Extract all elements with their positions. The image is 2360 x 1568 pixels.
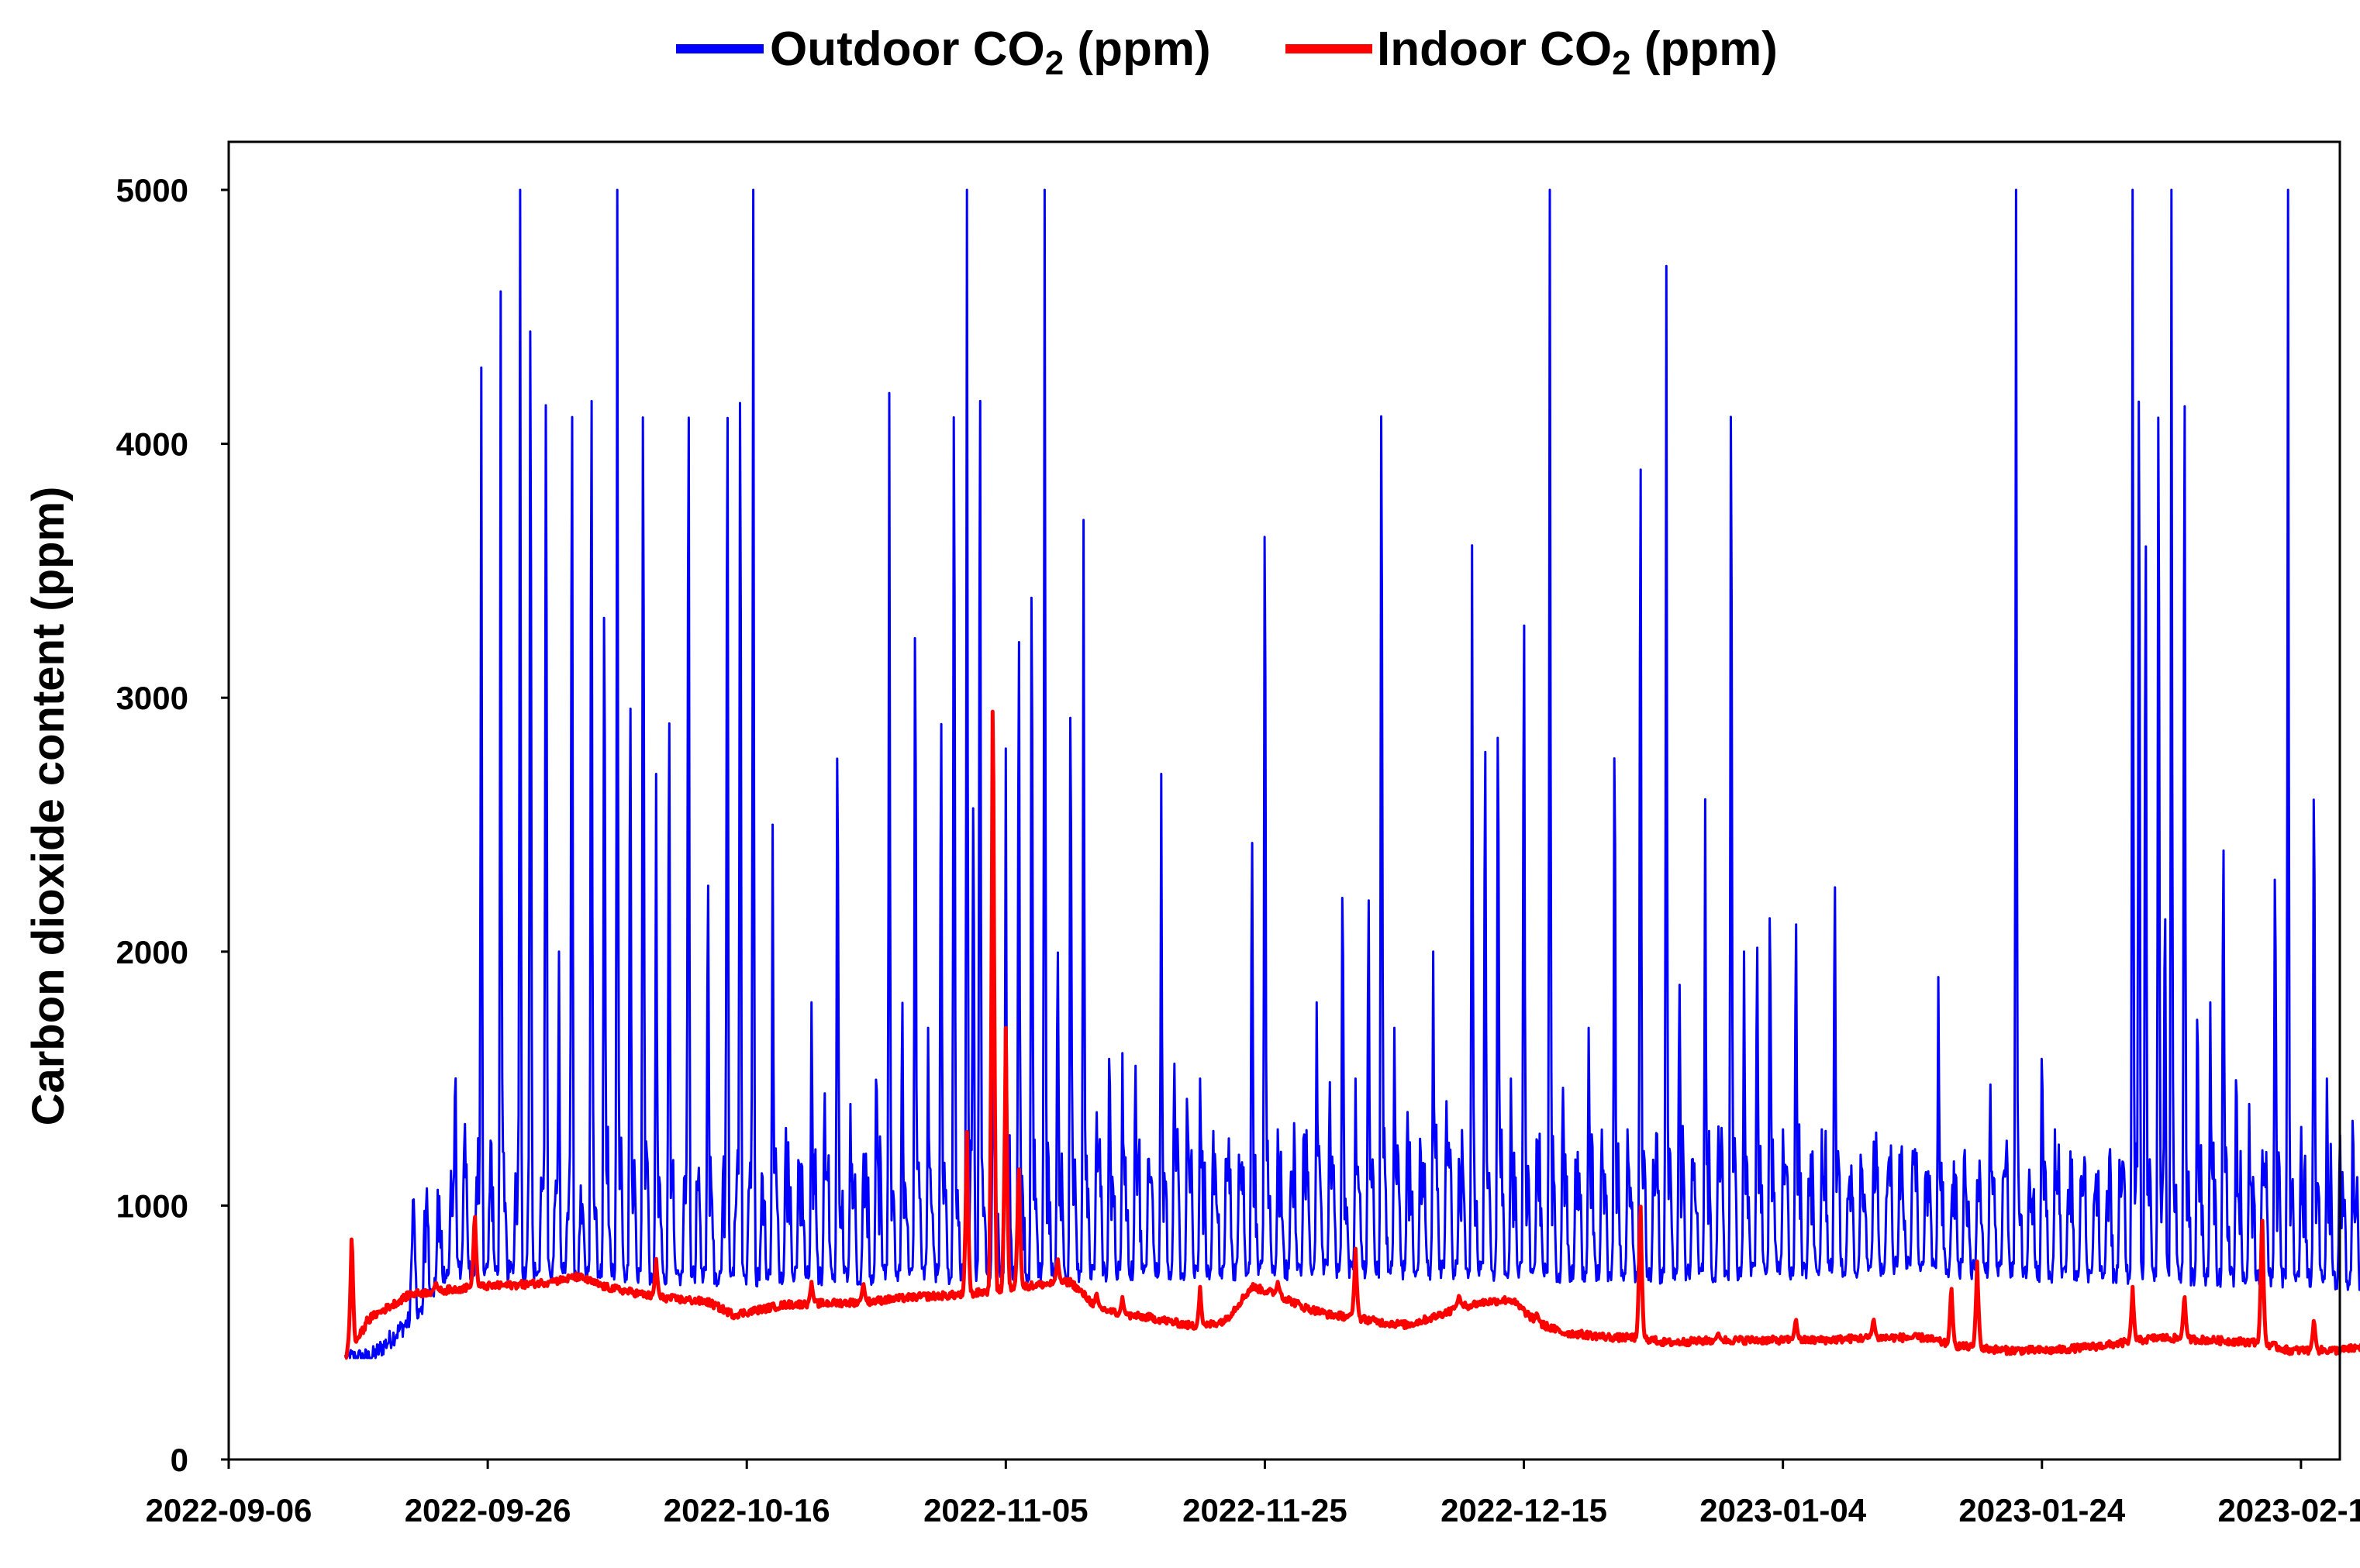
x-tick-label: 2022-11-05	[923, 1492, 1089, 1528]
y-axis-title: Carbon dioxide content (ppm)	[23, 487, 74, 1126]
y-tick-label: 5000	[116, 172, 188, 208]
series-layer	[343, 188, 2360, 1360]
x-tick-label: 2022-12-15	[1440, 1492, 1607, 1528]
x-tick-label: 2023-02-13	[2217, 1492, 2360, 1528]
x-tick-label: 2022-09-06	[146, 1492, 312, 1528]
y-tick-label: 3000	[116, 680, 188, 716]
x-axis: 2022-09-06 2022-09-26 2022-10-16 2022-11-05…	[146, 1459, 2360, 1528]
legend-label-indoor: Indoor CO2 (ppm)	[1377, 22, 1778, 82]
x-tick-label: 2022-11-25	[1182, 1492, 1347, 1528]
y-axis: 0 1000 2000 3000 4000 5000	[116, 172, 229, 1478]
y-tick-label: 4000	[116, 426, 188, 463]
series-line-outdoor-co2	[343, 188, 2360, 1360]
x-tick-label: 2023-01-24	[1958, 1492, 2125, 1528]
x-tick-label: 2022-10-16	[664, 1492, 830, 1528]
legend-label-outdoor: Outdoor CO2 (ppm)	[770, 22, 1211, 82]
series-line-indoor-co2	[343, 709, 2360, 1360]
plot-area-frame	[227, 140, 2341, 1461]
y-tick-label: 2000	[116, 934, 188, 970]
x-tick-label: 2023-01-04	[1699, 1492, 1866, 1528]
legend: Outdoor CO2 (ppm) Indoor CO2 (ppm)	[676, 22, 1778, 82]
y-tick-label: 0	[171, 1442, 188, 1478]
x-tick-label: 2022-09-26	[405, 1492, 571, 1528]
y-tick-label: 1000	[116, 1187, 188, 1224]
